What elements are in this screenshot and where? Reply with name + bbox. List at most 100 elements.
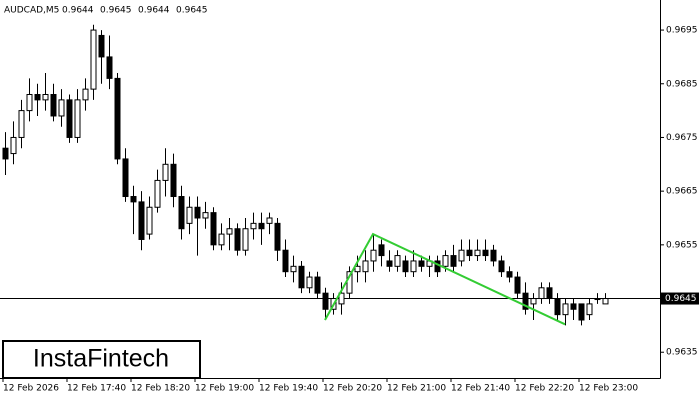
candle-body	[82, 88, 89, 101]
candle-body	[2, 147, 9, 160]
x-tick-label: 12 Feb 17:40	[67, 384, 126, 394]
candle-body	[546, 287, 553, 300]
x-tick-label: 12 Feb 22:20	[515, 384, 574, 394]
candle-body	[506, 271, 513, 278]
candle-body	[106, 56, 113, 79]
candle-body	[538, 287, 545, 300]
candle-body	[386, 260, 393, 267]
candle-body	[146, 206, 153, 235]
x-tick-label: 12 Feb 23:00	[579, 384, 638, 394]
quote-value: 0.9644	[62, 6, 94, 16]
candle-body	[442, 255, 449, 267]
x-tick-label: 12 Feb 19:40	[259, 384, 318, 394]
y-tick-label: 0.9665	[666, 187, 698, 197]
candle-body	[26, 94, 33, 112]
candle-body	[514, 276, 521, 294]
quote-value: 0.9645	[176, 6, 208, 16]
candle-body	[498, 260, 505, 273]
candle-body	[282, 249, 289, 273]
candle-body	[322, 292, 329, 310]
candle-body	[578, 303, 585, 321]
x-tick-label: 12 Feb 21:00	[387, 384, 446, 394]
candle-body	[258, 222, 265, 230]
candle-body	[34, 94, 41, 101]
x-tick-label: 12 Feb 19:00	[195, 384, 254, 394]
candle-body	[10, 136, 17, 155]
x-tick-label: 12 Feb 18:20	[131, 384, 190, 394]
candle-body	[306, 276, 313, 289]
candle-body	[98, 34, 105, 58]
candle-body	[234, 228, 241, 251]
candle-body	[74, 99, 81, 138]
y-tick-label: 0.9685	[666, 79, 698, 89]
candle-body	[50, 94, 57, 117]
candle-body	[274, 222, 281, 251]
candle-body	[298, 265, 305, 289]
candle-body	[58, 99, 65, 117]
price-label-box	[661, 292, 699, 305]
candle-body	[562, 303, 569, 316]
candle-body	[154, 179, 161, 208]
y-tick-label: 0.9655	[666, 240, 698, 250]
candle-body	[178, 196, 185, 230]
logo-box	[2, 340, 201, 379]
candle-body	[42, 94, 49, 101]
y-tick-label: 0.9635	[666, 348, 698, 358]
candle-body	[458, 249, 465, 262]
candle-body	[186, 206, 193, 224]
candle-body	[530, 298, 537, 305]
candle-body	[418, 260, 425, 267]
candle-body	[18, 110, 25, 138]
candle-body	[130, 196, 137, 203]
candle-body	[170, 163, 177, 198]
candle-body	[594, 298, 601, 301]
candle-body	[290, 265, 297, 273]
candle-body	[314, 276, 321, 294]
candle-body	[482, 249, 489, 257]
quote-value: 0.9644	[138, 6, 170, 16]
candle-body	[66, 99, 73, 138]
price-label: 0.9645	[665, 294, 697, 304]
candle-body	[474, 249, 481, 257]
candle-body	[226, 228, 233, 235]
candle-body	[162, 163, 169, 181]
logo: InstaFintech	[33, 345, 169, 373]
candle-body	[410, 260, 417, 273]
y-tick-label: 0.9695	[666, 26, 698, 36]
candle-body	[122, 158, 129, 198]
candle-body	[218, 233, 225, 246]
x-tick-label: 12 Feb 20:20	[323, 384, 382, 394]
candle-body	[370, 249, 377, 262]
candle-body	[90, 29, 97, 90]
candle-body	[202, 212, 209, 219]
candle-body	[266, 217, 273, 224]
symbol: AUDCAD,M5	[4, 6, 59, 16]
quote-value: 0.9645	[100, 6, 132, 16]
candle-body	[602, 298, 609, 305]
candle-body	[338, 292, 345, 305]
x-tick-label: 12 Feb 2026	[3, 384, 59, 394]
candle-body	[114, 77, 121, 160]
candle-body	[522, 292, 529, 310]
pattern-line	[324, 232, 566, 326]
candle-body	[402, 260, 409, 273]
candle-body	[490, 249, 497, 262]
candle-body	[354, 265, 361, 273]
candle-body	[378, 244, 385, 257]
candle-body	[138, 201, 145, 240]
candle-body	[570, 303, 577, 310]
candle-body	[586, 303, 593, 316]
candle-body	[554, 298, 561, 316]
y-tick-label: 0.9675	[666, 133, 698, 143]
candle-body	[250, 222, 257, 230]
candle-body	[466, 249, 473, 257]
x-tick-label: 12 Feb 21:40	[451, 384, 510, 394]
candle-body	[210, 212, 217, 246]
candle-body	[394, 255, 401, 267]
candle-body	[362, 260, 369, 273]
candle-body	[242, 228, 249, 251]
candle-body	[194, 206, 201, 219]
candle-body	[450, 255, 457, 267]
